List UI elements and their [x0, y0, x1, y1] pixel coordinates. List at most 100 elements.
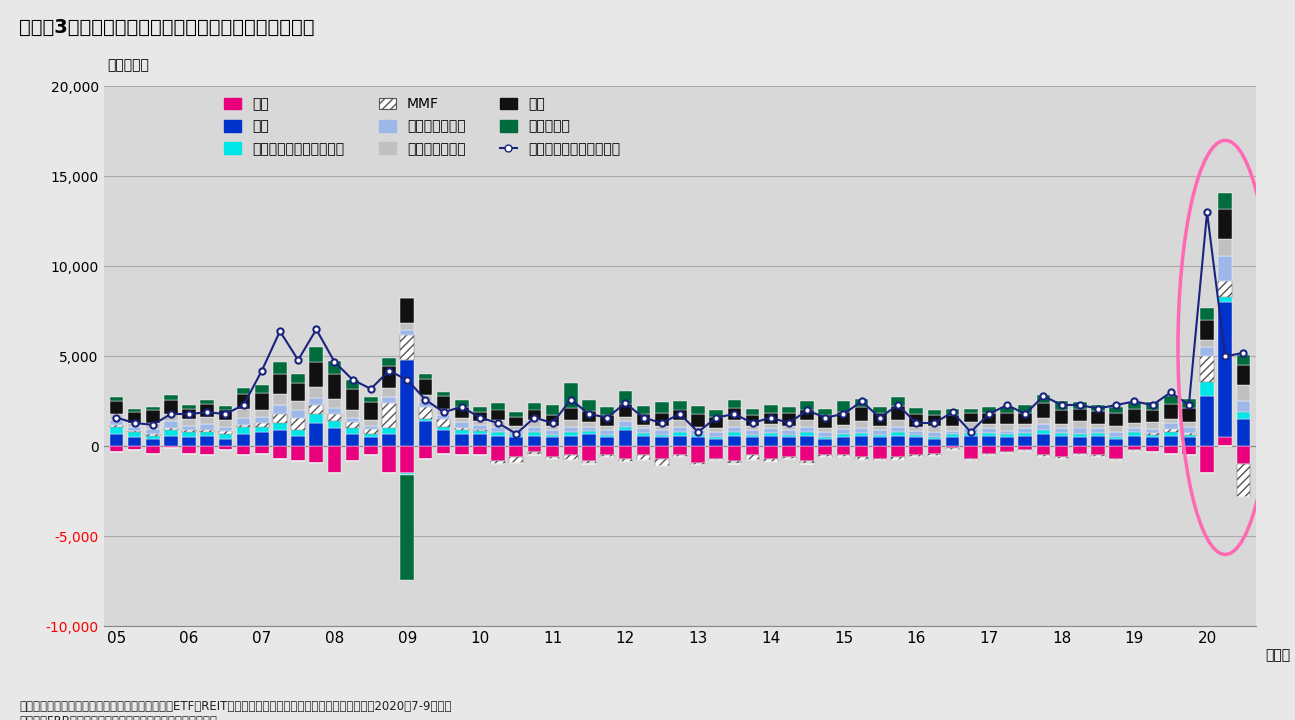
Bar	[110, 420, 123, 425]
Bar	[565, 446, 578, 455]
Bar	[328, 421, 342, 428]
Bar	[746, 435, 759, 437]
Bar	[183, 430, 196, 432]
Bar	[183, 446, 196, 454]
Bar	[509, 435, 523, 437]
Bar	[273, 374, 286, 395]
Bar	[201, 446, 214, 455]
Bar	[1110, 432, 1123, 436]
Bar	[509, 417, 523, 426]
Bar	[873, 407, 887, 413]
Bar	[891, 457, 905, 460]
Bar	[565, 432, 578, 436]
Bar	[1219, 192, 1232, 209]
Bar	[982, 446, 996, 454]
Bar	[655, 446, 668, 459]
Bar	[1219, 437, 1232, 446]
Bar	[728, 436, 741, 446]
Bar	[710, 432, 723, 436]
Bar	[110, 426, 123, 433]
Bar	[1237, 401, 1250, 412]
Bar	[364, 397, 378, 402]
Bar	[255, 432, 268, 446]
Bar	[891, 432, 905, 436]
Bar	[128, 446, 141, 450]
Bar	[637, 446, 650, 455]
Bar	[692, 406, 704, 414]
Bar	[545, 415, 559, 426]
Bar	[436, 446, 451, 454]
Bar	[1018, 433, 1032, 436]
Bar	[527, 426, 541, 432]
Bar	[346, 410, 360, 418]
Bar	[400, 330, 414, 335]
Bar	[509, 412, 523, 417]
Bar	[1000, 413, 1014, 424]
Bar	[891, 406, 905, 420]
Bar	[364, 433, 378, 437]
Bar	[837, 412, 851, 425]
Bar	[837, 401, 851, 412]
Bar	[800, 432, 815, 436]
Bar	[673, 426, 686, 432]
Bar	[909, 446, 923, 455]
Bar	[764, 424, 777, 428]
Bar	[418, 379, 433, 395]
Bar	[255, 426, 268, 432]
Bar	[128, 431, 141, 432]
Bar	[382, 428, 396, 433]
Bar	[710, 428, 723, 432]
Bar	[873, 413, 887, 426]
Bar	[1074, 408, 1087, 421]
Bar	[473, 430, 487, 431]
Bar	[545, 437, 559, 446]
Bar	[855, 428, 869, 433]
Bar	[909, 427, 923, 431]
Bar	[1036, 430, 1050, 433]
Bar	[1164, 432, 1177, 436]
Bar	[1110, 436, 1123, 439]
Bar	[1164, 429, 1177, 432]
Bar	[183, 437, 196, 446]
Bar	[1055, 433, 1068, 436]
Bar	[491, 461, 505, 464]
Bar	[1128, 432, 1141, 436]
Bar	[619, 417, 632, 421]
Bar	[491, 436, 505, 446]
Bar	[583, 411, 596, 422]
Bar	[436, 419, 451, 426]
Bar	[1018, 424, 1032, 428]
Bar	[473, 433, 487, 446]
Bar	[855, 433, 869, 436]
Bar	[1237, 446, 1250, 464]
Bar	[1237, 412, 1250, 419]
Bar	[164, 400, 177, 414]
Bar	[601, 455, 614, 457]
Bar	[183, 405, 196, 408]
Bar	[128, 412, 141, 423]
Bar	[473, 412, 487, 420]
Bar	[1092, 428, 1105, 433]
Bar	[1074, 421, 1087, 428]
Bar	[1092, 455, 1105, 456]
Bar	[310, 405, 324, 414]
Bar	[473, 431, 487, 433]
Bar	[128, 427, 141, 431]
Bar	[692, 462, 704, 465]
Bar	[1128, 446, 1141, 450]
Bar	[346, 428, 360, 433]
Bar	[164, 414, 177, 421]
Bar	[273, 430, 286, 446]
Bar	[164, 395, 177, 400]
Bar	[1000, 424, 1014, 431]
Bar	[818, 436, 833, 439]
Bar	[818, 408, 833, 415]
Bar	[601, 437, 614, 446]
Bar	[255, 410, 268, 417]
Bar	[1219, 302, 1232, 437]
Bar	[1000, 452, 1014, 454]
Bar	[1092, 446, 1105, 455]
Bar	[255, 446, 268, 454]
Bar	[873, 446, 887, 459]
Bar	[655, 413, 668, 426]
